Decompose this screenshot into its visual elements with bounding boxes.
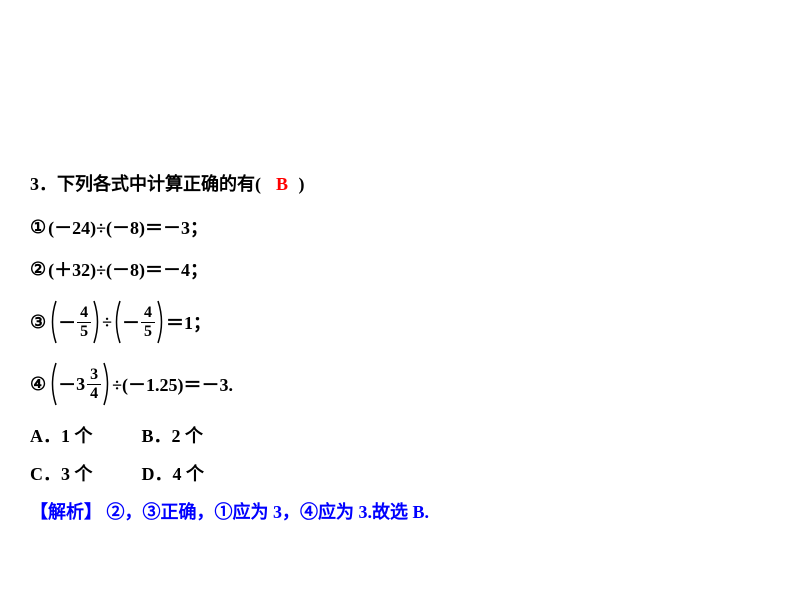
analysis-label: 【解析】 bbox=[30, 502, 102, 522]
circle-2: ② bbox=[30, 259, 46, 280]
paren-left-1 bbox=[48, 300, 58, 344]
paren-right-1 bbox=[92, 300, 102, 344]
paren-right-3 bbox=[102, 362, 112, 406]
options-line-1: A．1 个 B．2 个 bbox=[30, 422, 764, 448]
circle-3: ③ bbox=[30, 312, 46, 333]
option-d: D．4 个 bbox=[142, 464, 205, 484]
neg-1: － bbox=[58, 309, 76, 335]
frac1-den: 5 bbox=[77, 322, 91, 340]
frac3-den: 4 bbox=[87, 384, 101, 402]
circle-1: ① bbox=[30, 217, 46, 238]
paren-left-3 bbox=[48, 362, 58, 406]
question-line: 3． 下列各式中计算正确的有( B ) bbox=[30, 170, 764, 196]
answer-letter: B bbox=[276, 174, 288, 195]
neg-2: － bbox=[122, 309, 140, 335]
option-a: A．1 个 bbox=[30, 426, 93, 446]
fraction-1: 4 5 bbox=[77, 305, 91, 340]
rest-4: ÷(－1.25)＝－3. bbox=[112, 371, 233, 397]
frac1-num: 4 bbox=[77, 305, 91, 322]
mixed-fraction: 3 3 4 bbox=[76, 367, 102, 402]
item-4: ④ － 3 3 4 ÷(－1.25)＝－3. bbox=[30, 360, 764, 408]
expr-2: (＋32)÷(－8)＝－4； bbox=[48, 256, 208, 282]
option-b: B．2 个 bbox=[142, 426, 204, 446]
options-line-2: C．3 个 D．4 个 bbox=[30, 460, 764, 486]
fraction-3: 3 4 bbox=[87, 367, 101, 402]
div-sign: ÷ bbox=[102, 312, 112, 333]
circle-4: ④ bbox=[30, 374, 46, 395]
frac2-num: 4 bbox=[141, 305, 155, 322]
eq-1: ＝1； bbox=[166, 309, 211, 335]
paren-left-2 bbox=[112, 300, 122, 344]
question-number: 3． bbox=[30, 170, 57, 196]
analysis-text: ②，③正确，①应为 3，④应为 3.故选 B. bbox=[107, 502, 430, 522]
mixed-int: 3 bbox=[76, 374, 85, 395]
item-2: ② (＋32)÷(－8)＝－4； bbox=[30, 256, 764, 282]
item-1: ① (－24)÷(－8)＝－3； bbox=[30, 214, 764, 240]
question-text: 下列各式中计算正确的有( bbox=[57, 170, 261, 196]
frac-group-2: － 4 5 bbox=[122, 300, 156, 344]
mixed-frac-group: － 3 3 4 bbox=[58, 362, 102, 406]
frac2-den: 5 bbox=[141, 322, 155, 340]
frac-group-1: － 4 5 bbox=[58, 300, 92, 344]
option-c: C．3 个 bbox=[30, 464, 93, 484]
fraction-2: 4 5 bbox=[141, 305, 155, 340]
expr-1: (－24)÷(－8)＝－3； bbox=[48, 214, 208, 240]
analysis-line: 【解析】 ②，③正确，①应为 3，④应为 3.故选 B. bbox=[30, 498, 764, 524]
question-text-end: ) bbox=[299, 174, 305, 195]
paren-right-2 bbox=[156, 300, 166, 344]
item-3: ③ － 4 5 ÷ － 4 5 ＝1； bbox=[30, 298, 764, 346]
frac3-num: 3 bbox=[87, 367, 101, 384]
neg-3: － bbox=[58, 371, 76, 397]
